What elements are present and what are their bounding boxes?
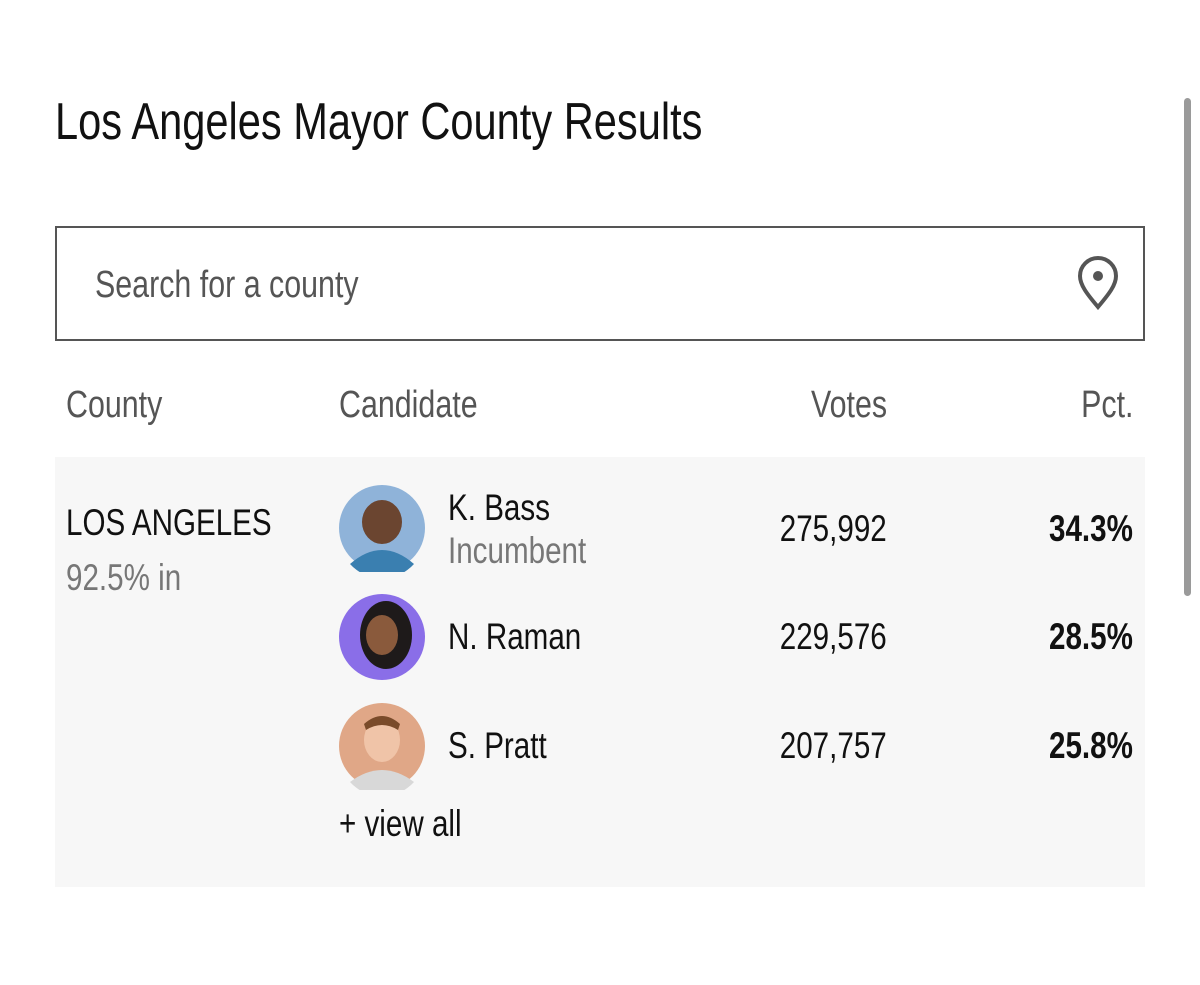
votes: 229,576	[753, 616, 887, 658]
votes-text: 229,576	[780, 616, 887, 657]
view-all-link[interactable]: + view all	[339, 803, 492, 845]
votes: 275,992	[753, 508, 887, 550]
placeholder-text: Search for a county	[95, 264, 359, 306]
avatar-head	[362, 500, 402, 544]
candidate-name: S. Pratt	[448, 725, 571, 767]
reporting-text: 92.5% in	[66, 557, 182, 598]
votes-text: 275,992	[780, 508, 887, 549]
header-text: Pct.	[1080, 384, 1133, 426]
results-row	[55, 457, 1145, 887]
percent-text: 34.3%	[1049, 508, 1133, 549]
header-text: County	[66, 384, 163, 426]
avatar-head	[366, 615, 398, 655]
pin-outline	[1077, 256, 1119, 310]
location-icon[interactable]	[1075, 256, 1121, 310]
column-header: Votes	[792, 384, 887, 427]
percent: 34.3%	[1028, 508, 1133, 550]
name-text: K. Bass	[448, 487, 550, 528]
percent: 28.5%	[1028, 616, 1133, 658]
note-text: Incumbent	[448, 530, 587, 571]
votes: 207,757	[753, 725, 887, 767]
scrollbar[interactable]	[1184, 98, 1191, 596]
header-text: Votes	[810, 384, 887, 426]
candidate-name: N. Raman	[448, 616, 615, 658]
pin-dot	[1093, 271, 1103, 281]
percent-text: 28.5%	[1049, 616, 1133, 657]
link-text[interactable]: + view all	[339, 803, 462, 844]
percent-text: 25.8%	[1049, 725, 1133, 766]
avatar-hair	[364, 716, 400, 730]
title-text: Los Angeles Mayor County Results	[55, 93, 703, 151]
avatar-body	[350, 770, 414, 790]
avatar-head	[364, 718, 400, 762]
avatar	[339, 703, 425, 790]
name-text: N. Raman	[448, 616, 582, 657]
avatar	[339, 485, 425, 572]
header-text: Candidate	[339, 384, 478, 426]
column-header: Pct.	[1068, 384, 1133, 427]
column-header: Candidate	[339, 384, 512, 427]
search-placeholder: Search for a county	[95, 264, 425, 307]
votes-text: 207,757	[780, 725, 887, 766]
candidate-note: Incumbent	[448, 530, 621, 572]
county-name: LOS ANGELES	[66, 502, 323, 544]
reporting: 92.5% in	[66, 557, 210, 599]
candidate-name: K. Bass	[448, 487, 576, 529]
avatar-body	[350, 550, 414, 572]
name-text: S. Pratt	[448, 725, 547, 766]
percent: 25.8%	[1028, 725, 1133, 767]
search-box[interactable]: Search for a county	[55, 226, 1145, 341]
county-text: LOS ANGELES	[66, 502, 272, 543]
avatar	[339, 594, 425, 680]
page-title: Los Angeles Mayor County Results	[55, 92, 864, 152]
column-header: County	[66, 384, 186, 427]
